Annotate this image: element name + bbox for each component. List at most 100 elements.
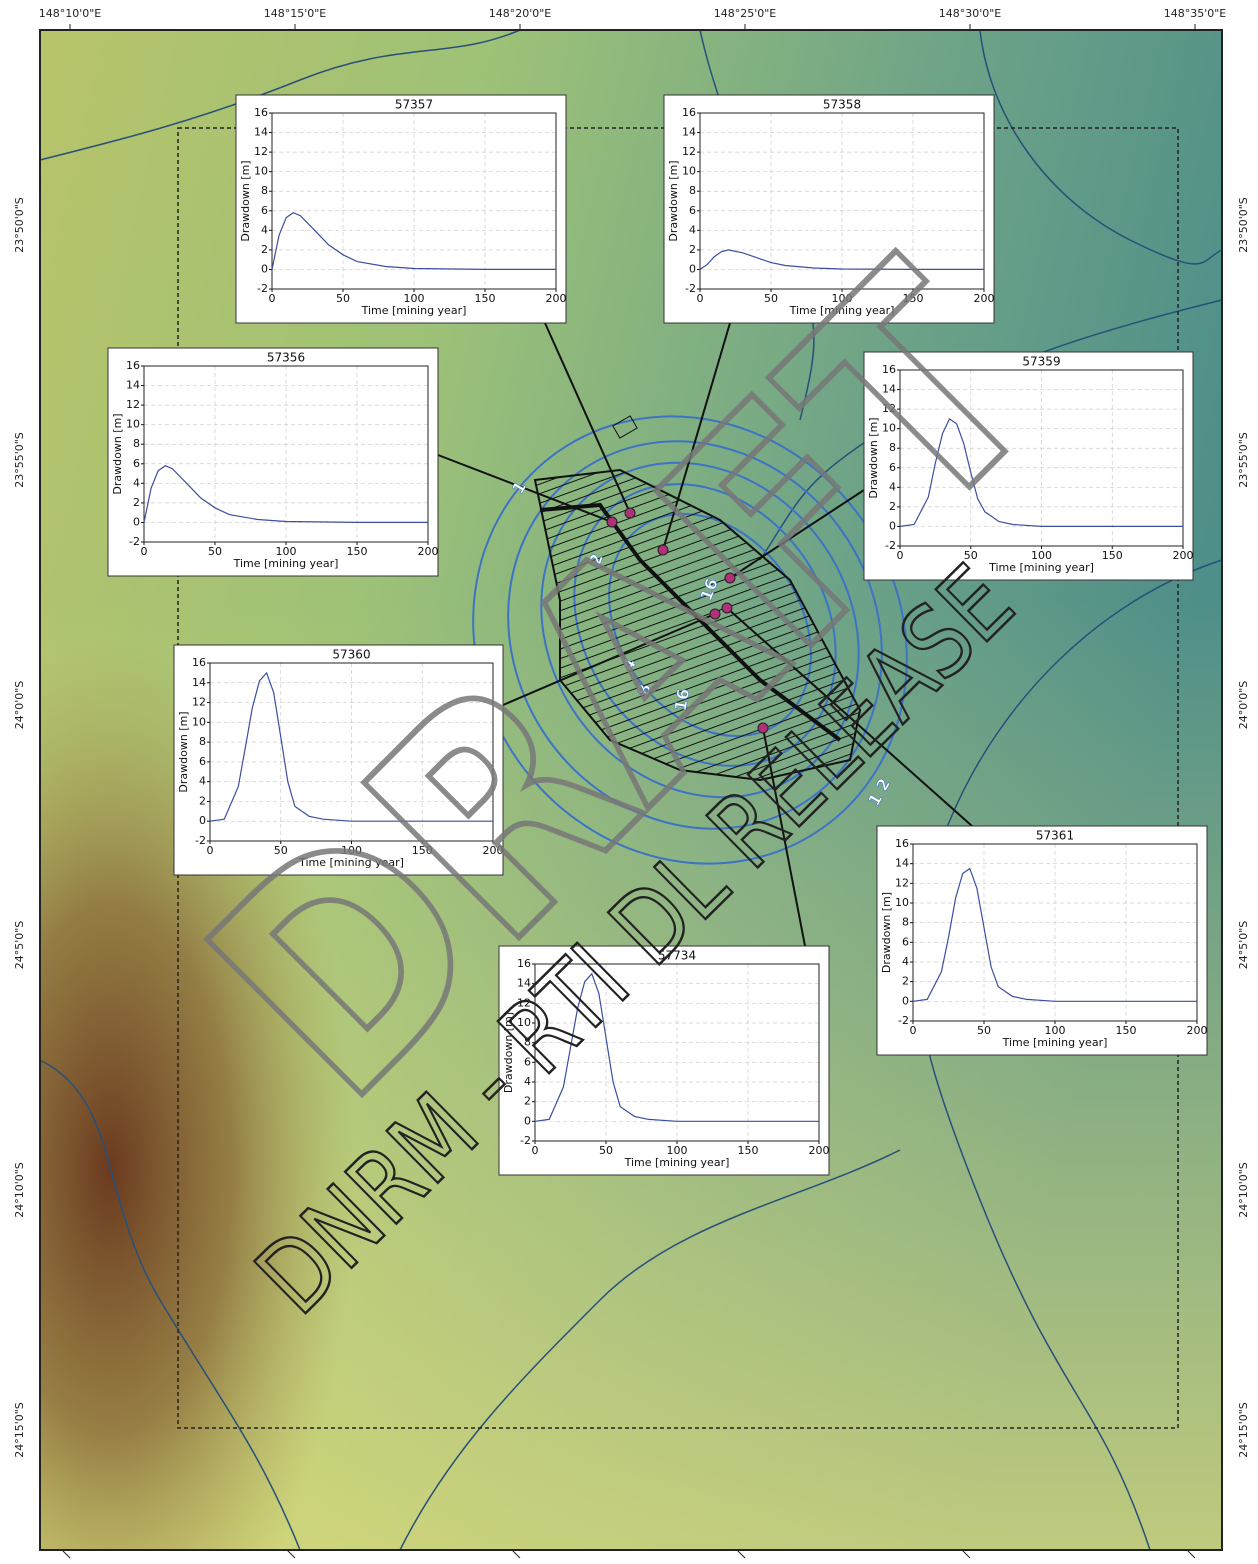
y-tick-label: 14 [126,379,140,392]
y-tick-label: 8 [902,916,909,929]
map: 57357-20246810121416050100150200Time [mi… [0,0,1258,1564]
x-tick-label: 200 [974,292,995,305]
y-tick-label: -2 [685,282,696,295]
y-tick-label: 16 [682,106,696,119]
y-tick-label: 14 [895,857,909,870]
y-tick-label: 4 [133,476,140,489]
y-tick-label: 12 [192,696,206,709]
y-tick-label: 0 [199,814,206,827]
y-tick-label: 16 [254,106,268,119]
x-tick-label: 200 [1173,549,1194,562]
y-tick-label: 8 [689,184,696,197]
x-tick-label: 0 [910,1024,917,1037]
x-tick-label: 200 [809,1144,830,1157]
inset-title: 57361 [1036,829,1074,843]
y-axis-label: Drawdown [m] [111,413,124,494]
x-tick-label: 0 [141,545,148,558]
y-tick-label: 16 [192,656,206,669]
inset-title: 57360 [332,648,370,662]
lon-label: 148°25'0"E [714,7,777,20]
y-tick-label: 10 [895,896,909,909]
inset-title: 57359 [1022,355,1060,369]
lon-tick [512,1550,520,1558]
y-tick-label: 2 [902,975,909,988]
y-tick-label: 0 [261,262,268,275]
lat-label: 24°15'0"S [13,1402,26,1458]
y-tick-label: 12 [126,398,140,411]
x-axis-label: Time [mining year] [233,557,339,570]
lon-label: 148°35'0"E [1164,7,1227,20]
x-tick-label: 150 [1102,549,1123,562]
lon-tick [287,1550,295,1558]
lon-tick [962,1550,970,1558]
lon-tick [1187,1550,1195,1558]
y-tick-label: 4 [261,223,268,236]
lon-label: 148°15'0"E [264,7,327,20]
y-tick-label: 2 [261,243,268,256]
lat-label: 23°50'0"S [13,197,26,253]
y-tick-label: 6 [689,204,696,217]
y-tick-label: 0 [133,515,140,528]
lat-label: 23°55'0"S [1237,432,1250,488]
y-tick-label: 8 [199,735,206,748]
y-tick-label: 10 [254,165,268,178]
x-tick-label: 200 [418,545,439,558]
y-tick-label: 6 [902,935,909,948]
x-axis-label: Time [mining year] [624,1156,730,1169]
x-axis-label: Time [mining year] [1002,1036,1108,1049]
y-tick-label: 14 [192,676,206,689]
y-tick-label: 2 [133,496,140,509]
y-tick-label: 0 [902,994,909,1007]
x-tick-label: 150 [347,545,368,558]
x-axis-label: Time [mining year] [988,561,1094,574]
y-tick-label: 8 [133,437,140,450]
lon-tick [62,1550,70,1558]
y-axis-label: Drawdown [m] [239,160,252,241]
inset-chart: 57357-20246810121416050100150200Time [mi… [236,95,567,323]
x-tick-label: 0 [532,1144,539,1157]
y-tick-label: 12 [254,145,268,158]
y-tick-label: -2 [520,1134,531,1147]
x-tick-label: 50 [977,1024,991,1037]
x-tick-label: 0 [697,292,704,305]
y-tick-label: 4 [902,955,909,968]
y-tick-label: 14 [682,126,696,139]
x-tick-label: 0 [269,292,276,305]
y-tick-label: 6 [199,755,206,768]
y-tick-label: 8 [261,184,268,197]
lat-label: 24°10'0"S [1237,1162,1250,1218]
inset-title: 57356 [267,351,305,365]
y-tick-label: 2 [689,243,696,256]
y-tick-label: -2 [129,535,140,548]
y-tick-label: 4 [199,775,206,788]
y-tick-label: -2 [195,834,206,847]
inset-title: 57358 [823,98,861,112]
lat-label: 24°10'0"S [13,1162,26,1218]
y-tick-label: 0 [689,262,696,275]
y-tick-label: -2 [257,282,268,295]
lon-label: 148°10'0"E [39,7,102,20]
y-tick-label: 4 [689,223,696,236]
x-axis-label: Time [mining year] [361,304,467,317]
y-tick-label: 10 [192,715,206,728]
y-tick-label: 10 [126,418,140,431]
x-tick-label: 50 [599,1144,613,1157]
x-tick-label: 50 [208,545,222,558]
lat-label: 24°5'0"S [1237,921,1250,970]
x-tick-label: 150 [1116,1024,1137,1037]
lat-label: 24°0'0"S [1237,681,1250,730]
y-axis-label: Drawdown [m] [667,160,680,241]
y-axis-label: Drawdown [m] [177,711,190,792]
x-tick-label: 200 [1187,1024,1208,1037]
inset-title: 57357 [395,98,433,112]
y-tick-label: 16 [126,359,140,372]
y-axis-label: Drawdown [m] [880,892,893,973]
y-tick-label: 12 [895,876,909,889]
y-tick-label: 14 [254,126,268,139]
x-tick-label: 200 [546,292,567,305]
lon-label: 148°20'0"E [489,7,552,20]
y-tick-label: 12 [682,145,696,158]
y-tick-label: 2 [199,794,206,807]
